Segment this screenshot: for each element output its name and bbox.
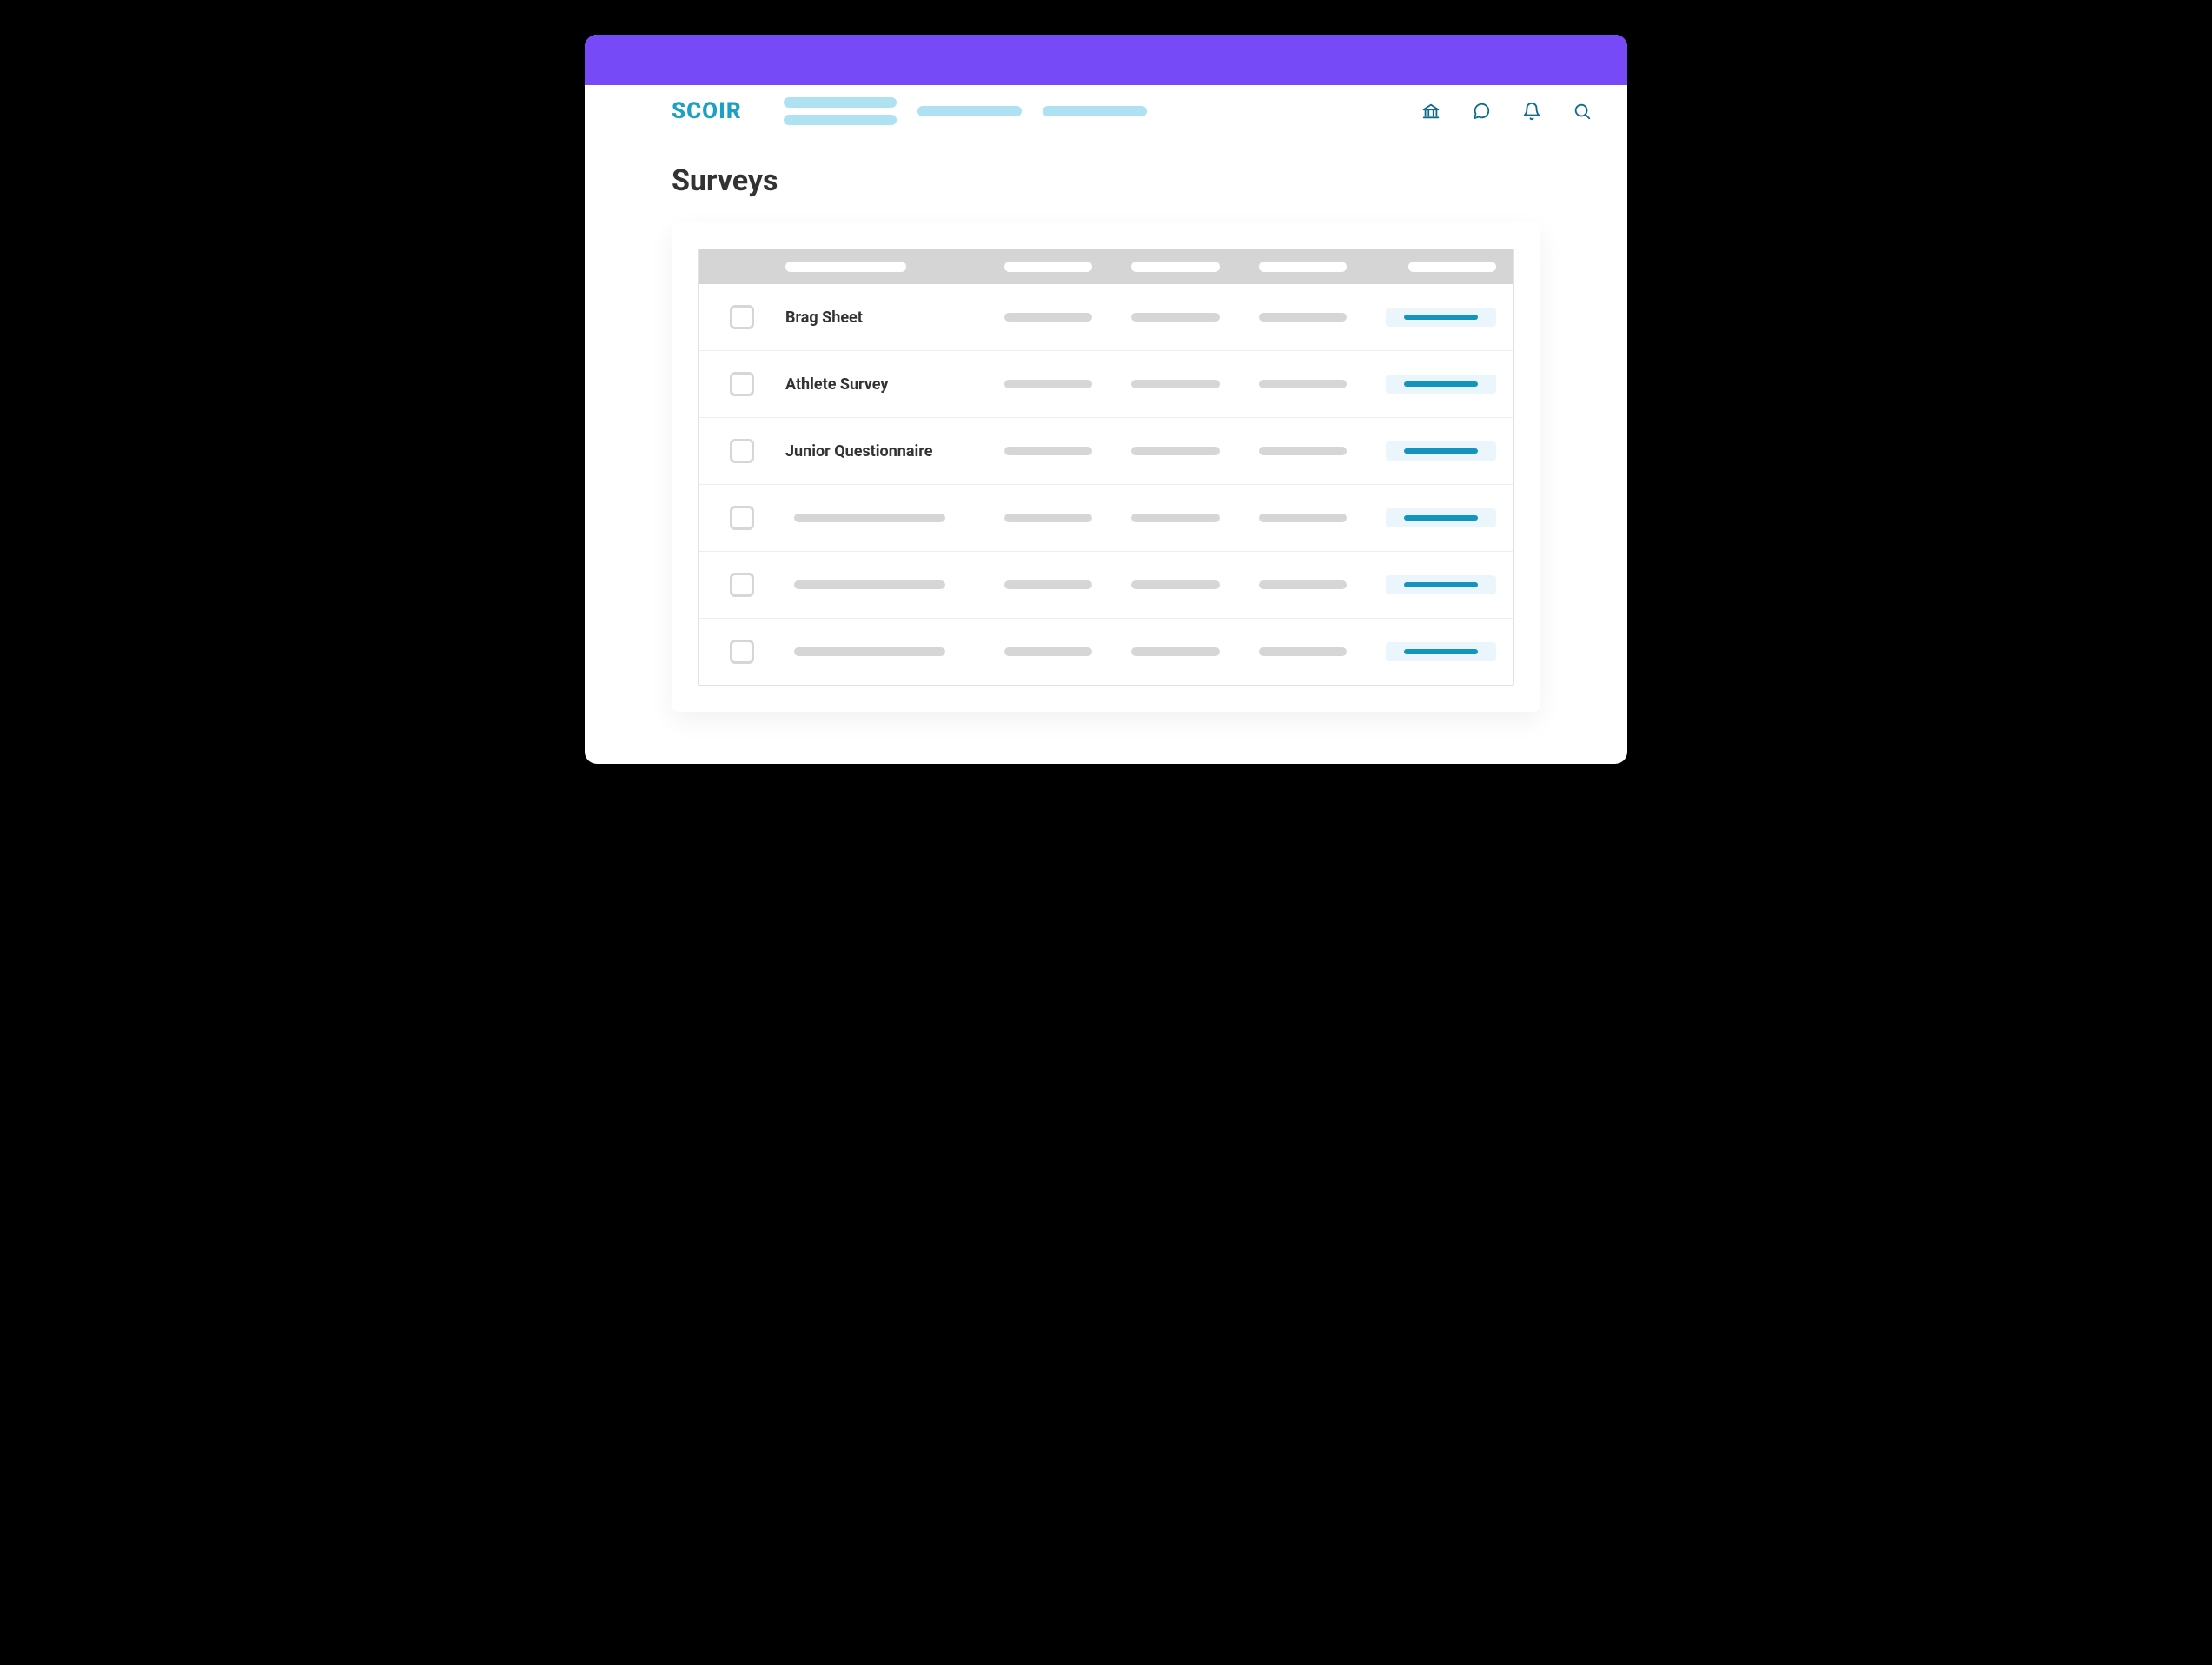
row-checkbox[interactable] [730,372,754,396]
cell-placeholder [1004,380,1092,388]
row-checkbox[interactable] [730,439,754,463]
nav-icon-group [1421,101,1593,122]
cell-placeholder [1259,580,1347,589]
nav-placeholder [917,106,1022,116]
cell-placeholder [1131,647,1219,656]
survey-title: Athlete Survey [785,375,987,394]
table-header [699,249,1513,284]
cell-placeholder [1004,313,1092,322]
table-row [699,618,1513,685]
action-placeholder [1404,649,1478,654]
search-icon[interactable] [1572,101,1593,122]
nav-placeholder [784,97,897,108]
action-placeholder [1404,315,1478,320]
title-placeholder [794,580,945,589]
chat-icon[interactable] [1471,101,1492,122]
cell-placeholder [1131,447,1219,455]
title-placeholder [794,647,945,656]
row-checkbox[interactable] [730,640,754,664]
header-placeholder [1408,262,1496,272]
survey-title: Junior Questionnaire [785,442,987,461]
cell-placeholder [1131,514,1219,522]
surveys-table: Brag Sheet Athlete Survey Junior Questionn… [698,249,1514,686]
bell-icon[interactable] [1521,101,1542,122]
table-row: Athlete Survey [699,350,1513,417]
row-action-button[interactable] [1386,508,1496,527]
institution-icon[interactable] [1421,101,1441,122]
action-placeholder [1404,582,1478,587]
brand-name: SCOIR [672,98,742,124]
header-placeholder [1004,262,1092,272]
table-row: Junior Questionnaire [699,417,1513,484]
cell-placeholder [1259,313,1347,322]
brand-logo[interactable]: SCOIR [672,98,742,124]
nav-placeholder-stacked [784,97,897,125]
nav-placeholder [784,115,897,125]
header-placeholder [1259,262,1347,272]
cell-placeholder [1259,380,1347,388]
cell-placeholder [1004,447,1092,455]
nav-placeholder [1043,106,1147,116]
cell-placeholder [1131,580,1219,589]
row-checkbox[interactable] [730,573,754,597]
row-checkbox[interactable] [730,305,754,329]
row-action-button[interactable] [1386,375,1496,394]
row-checkbox[interactable] [730,506,754,530]
surveys-card: Brag Sheet Athlete Survey Junior Questionn… [672,222,1540,712]
cell-placeholder [1004,580,1092,589]
table-row: Brag Sheet [699,284,1513,350]
row-action-button[interactable] [1386,308,1496,327]
header-placeholder [1131,262,1219,272]
cell-placeholder [1131,380,1219,388]
header-placeholder [785,262,906,272]
page-content: Surveys Brag Sheet Athlete Survey Junior Q… [585,137,1627,764]
survey-title: Brag Sheet [785,308,987,327]
cell-placeholder [1004,647,1092,656]
row-action-button[interactable] [1386,575,1496,594]
cell-placeholder [1131,313,1219,322]
action-placeholder [1404,515,1478,521]
action-placeholder [1404,381,1478,387]
app-window: SCOIR Surveys [585,35,1627,764]
row-action-button[interactable] [1386,642,1496,661]
cell-placeholder [1259,647,1347,656]
cell-placeholder [1004,514,1092,522]
top-accent-bar [585,35,1627,85]
row-action-button[interactable] [1386,441,1496,461]
cell-placeholder [1259,514,1347,522]
page-title: Surveys [672,163,1540,198]
cell-placeholder [1259,447,1347,455]
title-placeholder [794,514,945,522]
table-row [699,484,1513,551]
navbar: SCOIR [585,85,1627,137]
action-placeholder [1404,448,1478,454]
table-row [699,551,1513,618]
